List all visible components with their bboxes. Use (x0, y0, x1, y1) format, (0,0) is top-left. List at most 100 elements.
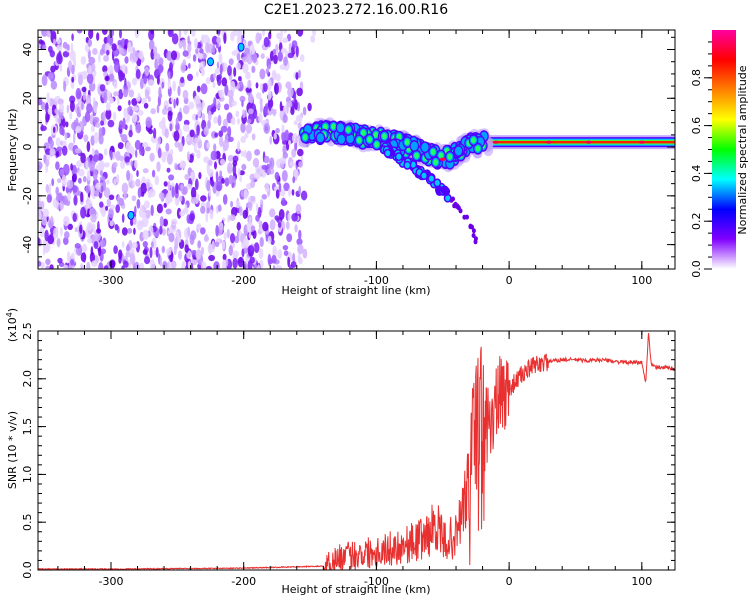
heatmap-cell (55, 137, 61, 147)
heatmap-cell (255, 82, 259, 89)
heatmap-cell (90, 213, 97, 223)
heatmap-cell (69, 111, 73, 120)
heatmap-cell (47, 107, 53, 115)
heatmap-cell (215, 171, 219, 184)
heatmap-cell (167, 77, 171, 90)
heatmap-cell (123, 260, 129, 268)
heatmap-cell (219, 63, 223, 75)
heatmap-cell (72, 173, 77, 182)
heatmap-cell (238, 76, 242, 82)
heatmap-cell (158, 192, 165, 200)
heatmap-cell (266, 168, 271, 175)
heatmap-cell (144, 256, 151, 265)
heatmap-cell (91, 147, 95, 156)
heatmap-cell (104, 75, 110, 82)
heatmap-cell (162, 218, 168, 227)
heatmap-cell (253, 171, 261, 180)
colorbar-label: Normalized spectral amplitude (736, 65, 749, 234)
heatmap-cell (214, 161, 217, 170)
heatmap-cell (74, 243, 81, 249)
heatmap-cell (116, 174, 120, 184)
heatmap-cell (239, 206, 243, 216)
heatmap-cell (218, 89, 224, 98)
heatmap-cell (221, 240, 226, 250)
heatmap-cell (144, 89, 150, 99)
heatmap-cell (277, 249, 283, 259)
heatmap-cell (113, 178, 117, 187)
heatmap-cell (129, 248, 135, 255)
heatmap-cell (76, 30, 83, 34)
heatmap-cell (153, 46, 158, 56)
heatmap-cell (285, 221, 290, 230)
heatmap-cell (269, 135, 273, 145)
colorbar-tick-label: 0.6 (690, 117, 703, 135)
heatmap-cell (59, 168, 65, 177)
heatmap-cell (297, 30, 304, 37)
heatmap-cell (241, 56, 249, 63)
heatmap-cell (287, 256, 291, 268)
heatmap-cell (148, 188, 156, 198)
heatmap-cell (147, 79, 155, 87)
heatmap-cell (262, 221, 269, 232)
heatmap-cell (205, 77, 211, 85)
heatmap-cell (85, 111, 91, 123)
heatmap-cell (107, 65, 114, 76)
snr-series-line (38, 333, 675, 570)
heatmap-cell (585, 140, 592, 144)
heatmap-cell (253, 108, 258, 119)
heatmap-cell (85, 159, 89, 171)
heatmap-cell (156, 104, 160, 114)
heatmap-cell (237, 30, 242, 41)
heatmap-cell (473, 239, 478, 245)
heatmap-cell (114, 224, 119, 231)
heatmap-cell (382, 133, 387, 140)
heatmap-cell (71, 76, 75, 83)
heatmap-cell (159, 256, 163, 267)
heatmap-cell (213, 261, 220, 269)
heatmap-cell (106, 49, 110, 56)
heatmap-cell (261, 164, 268, 170)
heatmap-cell (279, 157, 287, 165)
heatmap-cell (310, 35, 316, 43)
heatmap-cell (95, 122, 101, 128)
heatmap-cell (118, 89, 124, 100)
heatmap-cell (292, 176, 296, 184)
heatmap-cell (257, 264, 261, 269)
heatmap-cell (113, 245, 118, 255)
heatmap-cell (345, 126, 351, 133)
heatmap-cell (86, 221, 94, 231)
heatmap-cell (50, 215, 54, 224)
heatmap-cell (38, 98, 43, 106)
heatmap-cell (142, 142, 149, 148)
heatmap-cell (203, 235, 209, 242)
heatmap-cell (226, 228, 230, 239)
heatmap-cell (63, 215, 70, 227)
heatmap-cell (63, 80, 67, 92)
heatmap-cell (410, 161, 416, 168)
heatmap-cell (200, 195, 207, 202)
heatmap-cell (123, 107, 128, 119)
heatmap-cell (125, 117, 129, 124)
heatmap-cell (45, 258, 51, 265)
heatmap-cell (231, 206, 238, 217)
heatmap-cell (175, 182, 179, 194)
heatmap-cell (253, 242, 260, 254)
heatmap-cell (140, 78, 144, 90)
heatmap-cell (143, 102, 149, 109)
heatmap-cell (41, 216, 48, 226)
heatmap-cell (70, 252, 75, 259)
heatmap-cell (269, 157, 275, 170)
heatmap-cell (288, 187, 292, 197)
heatmap-cell (50, 65, 56, 73)
heatmap-cell (71, 33, 74, 41)
heatmap-cell (293, 90, 297, 103)
heatmap-cell (128, 82, 131, 89)
heatmap-cell (88, 64, 92, 75)
heatmap-cell (212, 105, 217, 113)
heatmap-cell (120, 160, 126, 169)
heatmap-cell (292, 133, 299, 144)
heatmap-cell (246, 150, 252, 162)
heatmap-cell (227, 154, 234, 162)
heatmap-cell (184, 203, 188, 213)
heatmap-cell (241, 248, 245, 258)
